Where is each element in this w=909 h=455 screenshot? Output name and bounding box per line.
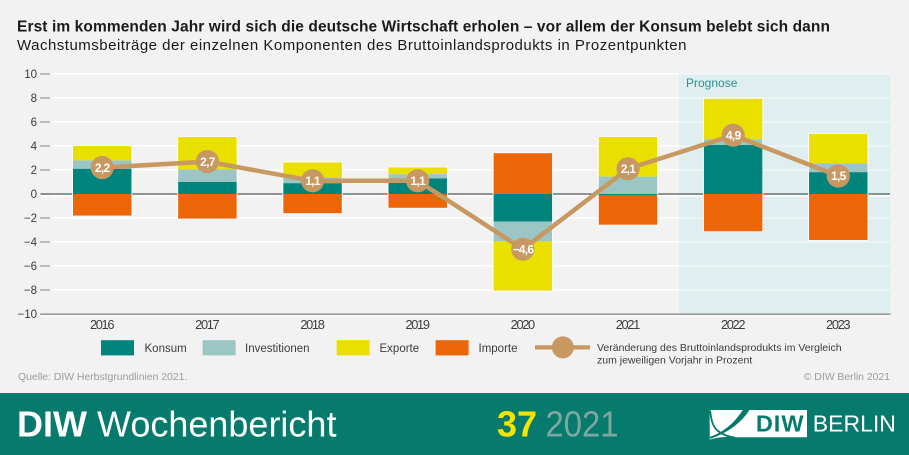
svg-text:2018: 2018 [300,317,325,332]
svg-text:−4,6: −4,6 [512,242,534,256]
svg-text:2,1: 2,1 [621,162,637,176]
svg-text:2016: 2016 [90,317,115,332]
svg-text:2,2: 2,2 [95,161,111,175]
svg-text:8: 8 [31,93,37,105]
svg-text:1,5: 1,5 [831,169,847,183]
svg-text:Erst im kommenden Jahr wird si: Erst im kommenden Jahr wird sich die deu… [17,19,830,36]
svg-text:2,7: 2,7 [200,155,216,169]
svg-text:37: 37 [497,404,537,445]
svg-text:Wachstumsbeiträge der einzelne: Wachstumsbeiträge der einzelnen Komponen… [17,37,687,54]
svg-text:Investitionen: Investitionen [245,343,310,355]
svg-text:2: 2 [31,165,37,177]
svg-text:4,9: 4,9 [726,128,742,142]
svg-text:Veränderung des Bruttoinlandsp: Veränderung des Bruttoinlandsprodukts im… [597,342,842,354]
svg-text:0: 0 [31,189,37,201]
svg-text:2019: 2019 [405,317,430,332]
svg-text:Exporte: Exporte [380,343,420,355]
svg-text:4: 4 [31,141,38,153]
svg-text:Importe: Importe [479,343,518,355]
svg-text:Konsum: Konsum [145,343,187,355]
svg-text:2020: 2020 [511,317,536,332]
svg-text:−2: −2 [24,213,37,225]
svg-text:© DIW Berlin 2021: © DIW Berlin 2021 [804,371,890,383]
svg-text:2021: 2021 [546,404,619,445]
svg-text:DIW Wochenbericht: DIW Wochenbericht [17,404,336,445]
svg-text:−4: −4 [24,237,38,249]
svg-text:1,1: 1,1 [305,174,321,188]
svg-text:−6: −6 [24,261,37,273]
svg-text:−10: −10 [17,309,37,321]
svg-text:2017: 2017 [195,317,220,332]
svg-text:2021: 2021 [616,317,641,332]
svg-text:DIW: DIW [756,411,805,437]
svg-text:2022: 2022 [721,317,746,332]
svg-text:Quelle: DIW Herbstgrundlinien: Quelle: DIW Herbstgrundlinien 2021. [18,371,187,383]
svg-text:10: 10 [24,69,37,81]
svg-text:1,1: 1,1 [410,174,426,188]
svg-text:−8: −8 [24,285,37,297]
svg-text:2023: 2023 [826,317,851,332]
svg-text:Prognose: Prognose [686,76,738,90]
svg-text:BERLIN: BERLIN [813,411,896,437]
svg-text:6: 6 [31,117,37,129]
svg-text:zum jeweiligen Vorjahr in Proz: zum jeweiligen Vorjahr in Prozent [597,355,752,367]
